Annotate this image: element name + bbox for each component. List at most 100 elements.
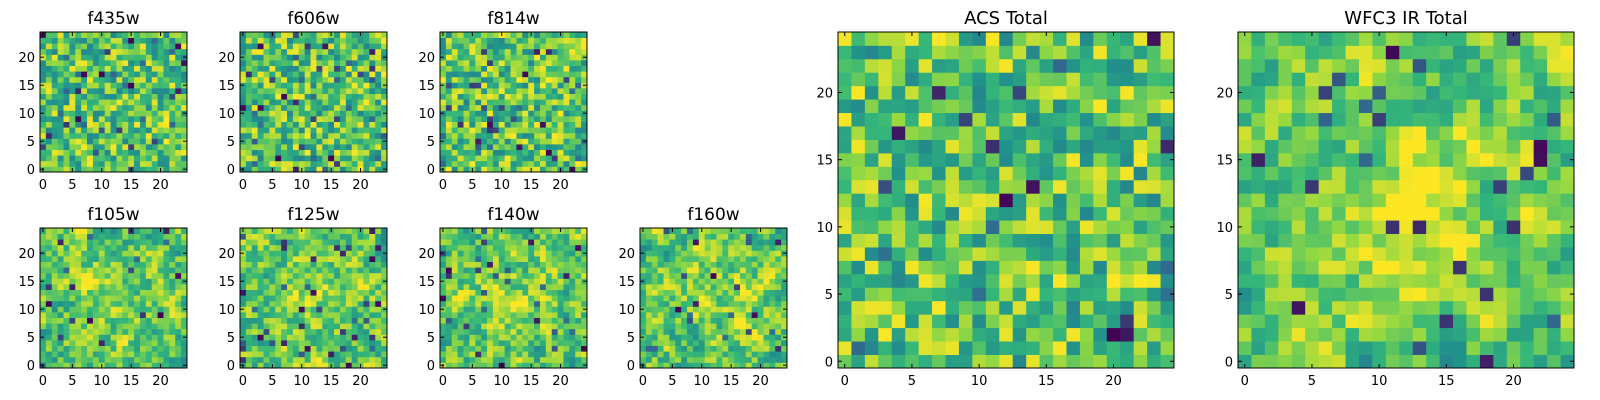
heatmap-cell	[269, 88, 276, 94]
heatmap-cell	[139, 239, 147, 246]
heatmap-cell	[463, 351, 470, 358]
heatmap-cell	[298, 272, 306, 279]
heatmap-cell	[681, 289, 688, 296]
heatmap-cell	[257, 82, 264, 89]
heatmap-cell	[569, 99, 576, 106]
heatmap-cell	[304, 328, 311, 335]
heatmap-cell	[918, 287, 933, 302]
heatmap-cell	[310, 278, 317, 285]
heatmap-cell	[69, 278, 76, 285]
heatmap-cell	[339, 116, 347, 122]
heatmap-cell	[92, 340, 100, 346]
heatmap-cell	[469, 272, 476, 279]
heatmap-cell	[545, 317, 553, 324]
heatmap-cell	[1160, 327, 1175, 342]
heatmap-cell	[310, 110, 317, 117]
heatmap-cell	[522, 32, 529, 38]
heatmap-cell	[175, 306, 182, 313]
heatmap-cell	[545, 256, 553, 262]
heatmap-cell	[240, 116, 247, 122]
heatmap-cell	[81, 121, 88, 128]
heatmap-cell	[328, 261, 335, 268]
heatmap-cell	[575, 116, 582, 122]
heatmap-cell	[492, 43, 500, 50]
heatmap-cell	[522, 345, 529, 352]
heatmap-cell	[369, 250, 376, 257]
heatmap-cell	[769, 323, 776, 330]
heatmap-cell	[1039, 341, 1054, 355]
heatmap-cell	[945, 233, 960, 248]
heatmap-cell	[304, 267, 311, 274]
heatmap-cell	[339, 132, 347, 139]
heatmap-cell	[169, 356, 176, 363]
heatmap-cell	[240, 239, 247, 246]
heatmap-cell	[292, 312, 300, 318]
heatmap-cell	[134, 155, 141, 162]
heatmap-cell	[63, 138, 70, 145]
heatmap-cell	[463, 256, 470, 262]
heatmap-cell	[81, 328, 88, 335]
heatmap-cell	[716, 323, 723, 330]
heatmap-cell	[375, 65, 382, 72]
heatmap-cell	[81, 345, 88, 352]
heatmap-cell	[878, 260, 893, 275]
panel-title: f435w	[87, 9, 139, 29]
heatmap-cell	[985, 273, 1000, 288]
heatmap-cell	[451, 334, 459, 341]
heatmap-cell	[345, 138, 353, 145]
heatmap-cell	[1133, 193, 1148, 208]
heatmap-cell	[275, 127, 282, 134]
heatmap-cell	[81, 82, 88, 89]
heatmap-cell	[281, 88, 288, 94]
heatmap-cell	[57, 127, 64, 134]
heatmap-cell	[351, 323, 358, 330]
heatmap-cell	[469, 267, 476, 274]
heatmap-cell	[104, 278, 111, 285]
heatmap-cell	[575, 345, 582, 352]
heatmap-cell	[999, 273, 1014, 288]
heatmap-cell	[263, 93, 270, 100]
heatmap-cell	[663, 261, 670, 268]
heatmap-cell	[522, 340, 529, 346]
heatmap-cell	[522, 88, 529, 94]
heatmap-cell	[245, 110, 253, 117]
heatmap-cell	[1147, 247, 1161, 261]
heatmap-cell	[92, 278, 100, 285]
heatmap-cell	[92, 328, 100, 335]
heatmap-cell	[251, 278, 259, 285]
heatmap-cell	[781, 239, 788, 246]
heatmap-cell	[169, 233, 176, 240]
heatmap-cell	[687, 239, 694, 246]
heatmap-cell	[69, 54, 76, 61]
heatmap-cell	[81, 32, 88, 38]
heatmap-cell	[75, 48, 82, 55]
heatmap-cell	[463, 334, 470, 341]
heatmap-cell	[128, 334, 135, 341]
heatmap-cell	[169, 228, 176, 234]
heatmap-cell	[999, 327, 1014, 342]
heatmap-cell	[557, 267, 564, 274]
heatmap-cell	[698, 356, 706, 363]
heatmap-cell	[645, 356, 653, 363]
heatmap-cell	[539, 155, 547, 162]
heatmap-cell	[304, 278, 311, 285]
heatmap-cell	[257, 351, 264, 358]
heatmap-cell	[245, 267, 253, 274]
heatmap-cell	[516, 48, 523, 55]
heatmap-cell	[851, 327, 866, 342]
heatmap-cell	[145, 88, 153, 94]
heatmap-cell	[710, 328, 717, 335]
heatmap-cell	[369, 104, 376, 111]
heatmap-cell	[528, 88, 535, 94]
heatmap-cell	[275, 306, 282, 313]
heatmap-cell	[145, 93, 153, 100]
heatmap-cell	[739, 256, 747, 262]
heatmap-cell	[251, 65, 259, 72]
heatmap-cell	[551, 99, 558, 106]
heatmap-cell	[339, 93, 347, 100]
y-tick-label: 0	[227, 359, 235, 374]
heatmap-cell	[545, 334, 553, 341]
x-tick-label: 15	[323, 178, 340, 193]
heatmap-cell	[345, 32, 353, 38]
